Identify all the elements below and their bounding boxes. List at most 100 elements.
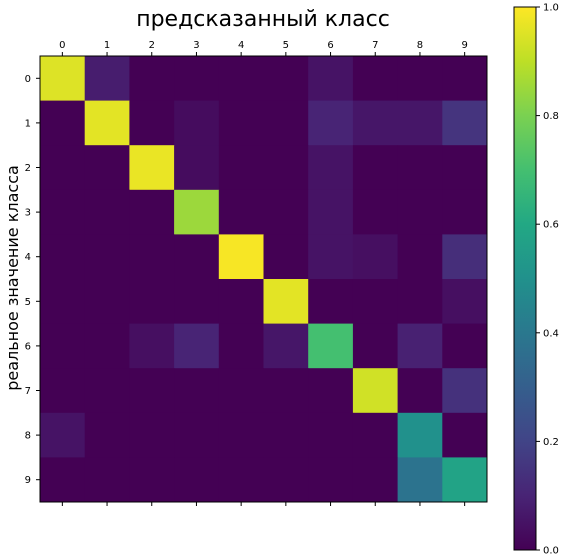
heatmap-cell-6-8 (397, 323, 443, 369)
heatmap-cell-3-7 (352, 189, 399, 235)
heatmap-cell-9-2 (129, 457, 175, 503)
y-tick-label: 0 (25, 74, 31, 85)
x-axis-ticks: 0 1 2 3 4 5 6 7 8 9 (59, 40, 468, 506)
heatmap-cell-4-8 (397, 234, 443, 280)
heatmap-cell-6-1 (84, 323, 130, 369)
x-tick-label: 5 (283, 40, 289, 51)
heatmap-cell-0-9 (442, 56, 488, 102)
heatmap-cell-6-9 (442, 323, 488, 369)
heatmap-cell-6-7 (352, 323, 399, 369)
heatmap-cell-7-0 (40, 368, 86, 414)
heatmap-cell-5-1 (84, 279, 130, 325)
heatmap-cell-3-2 (129, 189, 175, 235)
heatmap-cell-3-4 (218, 189, 264, 235)
y-axis-label: реальное значение класса (3, 165, 22, 391)
heatmap-cell-5-9 (442, 279, 488, 325)
heatmap-cell-7-9 (442, 368, 488, 414)
y-tick-label: 2 (25, 163, 31, 174)
y-axis-ticks: 0 1 2 3 4 5 6 7 8 9 (25, 74, 40, 486)
heatmap-cell-7-1 (84, 368, 130, 414)
heatmap-cell-7-4 (218, 368, 264, 414)
heatmap-cell-9-5 (263, 457, 309, 503)
heatmap-cell-3-6 (308, 189, 354, 235)
heatmap-cell-7-7 (352, 368, 399, 414)
heatmap-cell-8-5 (263, 412, 309, 458)
heatmap-cell-0-5 (263, 56, 309, 102)
heatmap-cell-3-1 (84, 189, 130, 235)
y-tick-label: 6 (25, 341, 31, 352)
heatmap-cell-3-5 (263, 189, 309, 235)
heatmap-cell-1-3 (174, 100, 220, 146)
heatmap-cell-6-3 (174, 323, 220, 369)
heatmap-cell-9-4 (218, 457, 264, 503)
heatmap-cell-4-1 (84, 234, 130, 280)
heatmap-cell-6-5 (263, 323, 309, 369)
x-tick-label: 8 (417, 40, 423, 51)
heatmap-cell-5-7 (352, 279, 399, 325)
y-tick-label: 7 (25, 386, 31, 397)
heatmap-cell-9-6 (308, 457, 354, 503)
plot-frame (39, 55, 488, 503)
chart-title: предсказанный класс (136, 7, 390, 32)
colorbar-tick-label: 0.4 (543, 328, 559, 339)
heatmap-cell-2-5 (263, 145, 309, 191)
heatmap-cell-1-4 (218, 100, 264, 146)
heatmap-cell-2-4 (218, 145, 264, 191)
heatmap-cell-7-6 (308, 368, 354, 414)
x-tick-label: 2 (149, 40, 155, 51)
heatmap-cell-0-0 (40, 56, 86, 102)
heatmap-cell-7-2 (129, 368, 175, 414)
y-tick-label: 9 (25, 475, 31, 486)
heatmap-cell-3-3 (174, 189, 220, 235)
heatmap-cell-5-4 (218, 279, 264, 325)
heatmap-cell-9-8 (397, 457, 443, 503)
heatmap-cell-5-3 (174, 279, 220, 325)
heatmap-cell-6-2 (129, 323, 175, 369)
heatmap-cell-0-2 (129, 56, 175, 102)
y-tick-label: 3 (25, 208, 31, 219)
x-tick-label: 3 (193, 40, 199, 51)
heatmap-cell-1-8 (397, 100, 443, 146)
heatmap-cell-4-0 (40, 234, 86, 280)
heatmap-cell-2-1 (84, 145, 130, 191)
heatmap-cells (40, 56, 488, 503)
heatmap-cell-9-3 (174, 457, 220, 503)
x-tick-label: 0 (59, 40, 65, 51)
heatmap-cell-0-1 (84, 56, 130, 102)
heatmap-cell-4-4 (218, 234, 264, 280)
heatmap-cell-7-3 (174, 368, 220, 414)
heatmap-cell-4-3 (174, 234, 220, 280)
heatmap-cell-5-0 (40, 279, 86, 325)
heatmap-cell-8-6 (308, 412, 354, 458)
heatmap-cell-1-9 (442, 100, 488, 146)
heatmap-cell-4-6 (308, 234, 354, 280)
heatmap-cell-1-1 (84, 100, 130, 146)
heatmap-cell-1-6 (308, 100, 354, 146)
heatmap-cell-8-2 (129, 412, 175, 458)
heatmap-cell-8-8 (397, 412, 443, 458)
heatmap-cell-2-3 (174, 145, 220, 191)
heatmap-cell-1-5 (263, 100, 309, 146)
colorbar-tick-label: 1.0 (543, 3, 559, 14)
y-tick-label: 8 (25, 431, 31, 442)
heatmap-cell-5-6 (308, 279, 354, 325)
colorbar-tick-label: 0.6 (543, 220, 559, 231)
x-tick-label: 7 (372, 40, 378, 51)
y-tick-label: 1 (25, 118, 31, 129)
colorbar-frame (513, 6, 537, 551)
heatmap-cell-0-7 (352, 56, 399, 102)
heatmap-cell-9-0 (40, 457, 86, 503)
heatmap-cell-8-0 (40, 412, 86, 458)
heatmap-cell-0-6 (308, 56, 354, 102)
colorbar-tick-label: 0.0 (543, 546, 559, 557)
heatmap-cell-2-7 (352, 145, 399, 191)
heatmap-cell-4-2 (129, 234, 175, 280)
heatmap-cell-2-2 (129, 145, 175, 191)
heatmap-cell-7-8 (397, 368, 443, 414)
heatmap-cell-1-7 (352, 100, 399, 146)
colorbar: 0.0 0.2 0.4 0.6 0.8 1.0 (513, 3, 559, 557)
heatmap-cell-0-3 (174, 56, 220, 102)
heatmap-cell-2-6 (308, 145, 354, 191)
heatmap-cell-8-1 (84, 412, 130, 458)
colorbar-gradient (514, 7, 536, 550)
